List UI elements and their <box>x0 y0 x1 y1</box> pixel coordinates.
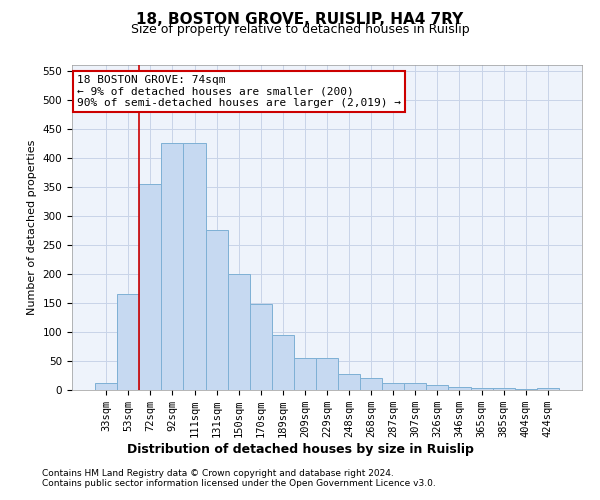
Text: Size of property relative to detached houses in Ruislip: Size of property relative to detached ho… <box>131 22 469 36</box>
Bar <box>493 388 515 390</box>
Bar <box>272 335 294 390</box>
Bar <box>338 374 360 390</box>
Bar <box>427 386 448 390</box>
Bar <box>360 378 382 390</box>
Bar <box>117 294 139 390</box>
Bar <box>404 383 427 390</box>
Bar <box>95 383 117 390</box>
Text: Contains public sector information licensed under the Open Government Licence v3: Contains public sector information licen… <box>42 478 436 488</box>
Bar <box>139 184 161 390</box>
Bar <box>448 387 470 390</box>
Bar <box>382 383 404 390</box>
Bar <box>184 144 206 390</box>
Bar <box>206 230 227 390</box>
Bar <box>227 274 250 390</box>
Text: Contains HM Land Registry data © Crown copyright and database right 2024.: Contains HM Land Registry data © Crown c… <box>42 468 394 477</box>
Text: Distribution of detached houses by size in Ruislip: Distribution of detached houses by size … <box>127 442 473 456</box>
Bar <box>250 304 272 390</box>
Y-axis label: Number of detached properties: Number of detached properties <box>27 140 37 315</box>
Text: 18, BOSTON GROVE, RUISLIP, HA4 7RY: 18, BOSTON GROVE, RUISLIP, HA4 7RY <box>136 12 464 28</box>
Text: 18 BOSTON GROVE: 74sqm
← 9% of detached houses are smaller (200)
90% of semi-det: 18 BOSTON GROVE: 74sqm ← 9% of detached … <box>77 74 401 108</box>
Bar <box>537 388 559 390</box>
Bar <box>161 144 184 390</box>
Bar <box>294 358 316 390</box>
Bar <box>316 358 338 390</box>
Bar <box>470 388 493 390</box>
